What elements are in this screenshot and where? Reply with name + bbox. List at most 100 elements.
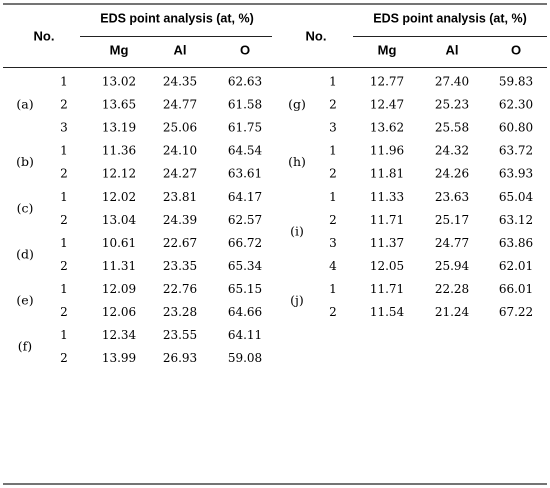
col-al-left: Al: [174, 42, 187, 57]
al-value: 24.39: [163, 213, 197, 227]
al-value: 27.40: [435, 75, 469, 89]
o-value: 64.66: [228, 305, 262, 319]
col-mg-left: Mg: [110, 42, 129, 57]
sample-label: (g): [288, 97, 306, 112]
mg-value: 11.31: [102, 259, 136, 273]
o-value: 64.17: [228, 190, 262, 204]
al-value: 25.94: [435, 259, 470, 273]
row-number: 1: [329, 190, 337, 204]
mg-value: 11.54: [370, 305, 405, 319]
row-number: 3: [329, 121, 337, 135]
col-mg-right: Mg: [378, 42, 397, 57]
mg-value: 11.33: [370, 190, 404, 204]
mg-value: 12.05: [370, 259, 404, 273]
row-number: 2: [329, 305, 337, 319]
o-value: 64.11: [228, 328, 262, 342]
row-number: 2: [329, 167, 337, 181]
row-number: 4: [329, 259, 337, 273]
o-value: 65.34: [228, 259, 263, 273]
mg-value: 11.96: [370, 144, 404, 158]
sample-label: (h): [288, 154, 306, 169]
al-value: 24.32: [435, 144, 469, 158]
o-value: 67.22: [499, 305, 533, 319]
o-value: 63.12: [499, 213, 533, 227]
row-number: 2: [60, 98, 68, 112]
row-number: 1: [60, 144, 68, 158]
o-value: 59.83: [499, 75, 533, 89]
row-number: 1: [60, 190, 68, 204]
row-number: 1: [329, 75, 337, 89]
sample-label: (i): [290, 223, 304, 238]
al-value: 24.10: [163, 144, 197, 158]
row-number: 2: [60, 305, 68, 319]
al-value: 26.93: [163, 351, 197, 365]
sample-label: (b): [16, 154, 34, 169]
o-value: 63.86: [499, 236, 533, 250]
row-number: 2: [329, 98, 337, 112]
o-value: 63.61: [228, 167, 262, 181]
analysis-header-left: EDS point analysis (at, %): [100, 11, 254, 25]
o-value: 59.08: [228, 351, 262, 365]
row-number: 1: [60, 75, 68, 89]
mg-value: 13.99: [102, 351, 136, 365]
mg-value: 12.12: [102, 167, 136, 181]
al-value: 23.55: [163, 328, 197, 342]
col-o-right: O: [511, 42, 521, 57]
o-value: 62.01: [499, 259, 533, 273]
row-number: 2: [60, 351, 68, 365]
al-value: 23.35: [163, 259, 197, 273]
o-value: 65.04: [499, 190, 534, 204]
sample-label: (e): [16, 292, 33, 307]
sample-label: (j): [290, 292, 304, 307]
al-value: 22.28: [435, 282, 469, 296]
mg-value: 12.06: [102, 305, 136, 319]
al-value: 23.63: [435, 190, 469, 204]
o-value: 66.01: [499, 282, 533, 296]
al-value: 24.77: [163, 98, 197, 112]
o-value: 62.63: [228, 75, 262, 89]
mg-value: 13.65: [102, 98, 136, 112]
mg-value: 11.37: [370, 236, 404, 250]
mg-value: 11.71: [370, 213, 404, 227]
o-value: 61.75: [228, 121, 262, 135]
al-value: 24.27: [163, 167, 197, 181]
o-value: 62.57: [228, 213, 262, 227]
no-header-right: No.: [306, 28, 327, 43]
al-value: 24.26: [435, 167, 469, 181]
row-number: 3: [329, 236, 337, 250]
o-value: 65.15: [228, 282, 262, 296]
mg-value: 11.36: [102, 144, 136, 158]
right-table-body: 1 12.77 27.40 59.83 2 12.47 25.23 62.30 3 13.62 25…: [288, 75, 533, 320]
row-number: 2: [60, 167, 68, 181]
al-value: 24.77: [435, 236, 469, 250]
analysis-header-right: EDS point analysis (at, %): [373, 11, 527, 25]
al-value: 25.58: [435, 121, 469, 135]
mg-value: 13.62: [370, 121, 404, 135]
o-value: 60.80: [499, 121, 533, 135]
o-value: 61.58: [228, 98, 262, 112]
mg-value: 12.47: [370, 98, 404, 112]
col-o-left: O: [240, 42, 250, 57]
mg-value: 13.02: [102, 75, 136, 89]
row-number: 1: [60, 282, 68, 296]
mg-value: 11.81: [370, 167, 404, 181]
o-value: 66.72: [228, 236, 262, 250]
mg-value: 12.09: [102, 282, 136, 296]
o-value: 62.30: [499, 98, 533, 112]
mg-value: 12.02: [102, 190, 136, 204]
al-value: 25.06: [163, 121, 197, 135]
al-value: 22.67: [163, 236, 197, 250]
al-value: 25.17: [435, 213, 469, 227]
mg-value: 12.34: [102, 328, 137, 342]
al-value: 21.24: [435, 305, 470, 319]
al-value: 25.23: [435, 98, 469, 112]
o-value: 63.93: [499, 167, 533, 181]
left-table-body: 1 13.02 24.35 62.632 13.65 24.77 61.583 13.19 25…: [16, 75, 262, 366]
mg-value: 12.77: [370, 75, 404, 89]
al-value: 22.76: [163, 282, 197, 296]
no-header-left: No.: [34, 28, 55, 43]
mg-value: 10.61: [102, 236, 136, 250]
o-value: 63.72: [499, 144, 533, 158]
col-al-right: Al: [446, 42, 459, 57]
